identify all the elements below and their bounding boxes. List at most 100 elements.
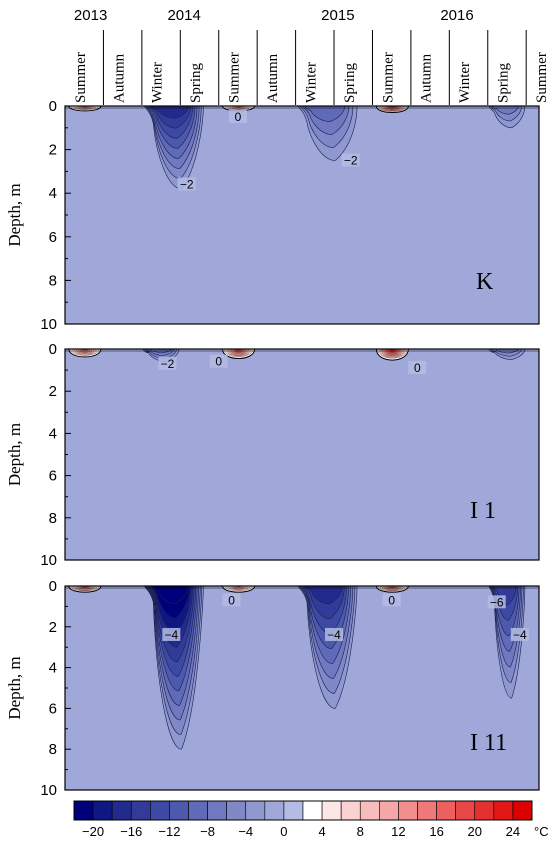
contour-label-bg xyxy=(382,593,401,607)
contour-label: −2 xyxy=(177,177,196,191)
colorbar-swatch xyxy=(359,800,380,821)
y-tick-label: 2 xyxy=(49,619,57,636)
contour-label-text: −6 xyxy=(490,595,504,609)
colorbar-swatch xyxy=(245,800,266,821)
y-tick-label: 6 xyxy=(49,468,57,485)
colorbar-label: −16 xyxy=(120,824,142,839)
contour-label-bg xyxy=(325,627,344,641)
colorbar-unit: °C xyxy=(534,824,549,839)
contour-label-text: −4 xyxy=(164,628,178,642)
contour-label-text: −2 xyxy=(161,357,175,371)
season-label: Spring xyxy=(188,62,204,103)
season-label: Summer xyxy=(73,52,89,103)
cold-tongue xyxy=(144,106,204,190)
contour-label-bg xyxy=(408,360,427,374)
season-label: Summer xyxy=(227,52,243,103)
background-fill xyxy=(65,106,539,324)
y-tick-label: 10 xyxy=(40,782,57,799)
y-tick-label: 6 xyxy=(49,700,57,717)
contour-label: −2 xyxy=(341,153,360,168)
season-label: Winter xyxy=(303,62,319,103)
contour-label-text: 0 xyxy=(228,593,235,607)
season-label: Spring xyxy=(342,62,358,103)
contour-label-text: −4 xyxy=(513,628,527,642)
y-tick-label: 4 xyxy=(49,660,57,677)
contour-label: −4 xyxy=(325,627,344,642)
colorbar-swatch xyxy=(398,800,418,821)
y-tick-label: 8 xyxy=(49,272,57,289)
contour-label: 0 xyxy=(209,354,228,369)
panel-label: K xyxy=(476,269,494,295)
year-label: 2014 xyxy=(167,7,200,24)
colorbar-swatch xyxy=(73,800,94,821)
contour-label-text: −2 xyxy=(180,177,194,191)
colorbar-swatch xyxy=(417,800,437,821)
colorbar-swatch xyxy=(493,800,514,821)
colorbar-swatch xyxy=(455,800,476,821)
y-tick-label: 0 xyxy=(49,98,57,115)
colorbar-swatch xyxy=(169,800,189,821)
colorbar-swatch xyxy=(188,800,208,821)
colorbar-swatch xyxy=(321,800,342,821)
contour-label: −6 xyxy=(487,595,506,609)
colorbar-label: 16 xyxy=(429,824,443,839)
colorbar-swatch xyxy=(379,800,399,821)
contour-label: 0 xyxy=(222,593,241,607)
colorbar-swatch xyxy=(111,800,132,821)
contour-label: 0 xyxy=(228,109,247,124)
season-label: Autumn xyxy=(419,53,435,103)
cold-contour xyxy=(152,586,189,604)
contour-label: −2 xyxy=(158,356,177,371)
colorbar: −20 −16 −12 −8 −4 0 4 8 12 16 20 24 °C xyxy=(73,800,549,839)
season-label: Spring xyxy=(496,62,512,103)
contour-label-text: −4 xyxy=(327,628,341,642)
panel-i11: 0 0 −4 −4 −6 −4 0 2 4 6 8 10 Depth, m I 11 xyxy=(5,578,540,799)
contour-label-bg xyxy=(228,109,247,123)
season-label: Summer xyxy=(380,52,396,103)
colorbar-swatch xyxy=(436,800,456,821)
contour-label-text: 0 xyxy=(215,355,222,369)
y-tick-label: 0 xyxy=(49,341,57,358)
contour-label-bg xyxy=(158,356,177,370)
colorbar-swatch xyxy=(207,800,227,821)
colorbar-label: 12 xyxy=(391,824,405,839)
colorbar-swatch xyxy=(150,800,170,821)
colorbar-swatch xyxy=(130,800,151,821)
colorbar-frame xyxy=(73,800,533,821)
y-tick-label: 10 xyxy=(40,316,57,333)
y-axis-label: Depth, m xyxy=(5,423,24,486)
y-tick-label: 8 xyxy=(49,741,57,758)
contour-label-text: 0 xyxy=(388,593,395,607)
background-fill xyxy=(65,349,539,560)
season-label: Winter xyxy=(457,62,473,103)
contour-label: 0 xyxy=(408,360,427,375)
cold-contour xyxy=(305,586,343,605)
colorbar-label: 8 xyxy=(357,824,364,839)
cold-tongue xyxy=(488,586,526,699)
season-label: Winter xyxy=(150,62,166,103)
contour-label-text: 0 xyxy=(414,361,421,375)
contour-label-text: −2 xyxy=(344,154,358,168)
cold-tongue xyxy=(144,586,204,750)
contour-label-bg xyxy=(162,627,181,641)
panel-label: I 1 xyxy=(470,498,496,524)
season-header: 2013 2014 2015 2016 Summer Autumn Winter Spring… xyxy=(73,7,550,105)
panel-label: I 11 xyxy=(470,730,507,756)
background-fill xyxy=(65,586,539,790)
y-tick-label: 4 xyxy=(49,185,57,202)
contour-label: 0 xyxy=(382,593,401,607)
colorbar-label: 4 xyxy=(318,824,325,839)
plot-area xyxy=(65,586,539,790)
colorbar-swatch xyxy=(474,800,495,821)
cold-contour xyxy=(304,106,346,122)
plot-area xyxy=(65,106,539,324)
year-label: 2015 xyxy=(321,7,354,24)
colorbar-swatch xyxy=(340,800,361,821)
colorbar-swatch xyxy=(226,800,247,821)
colorbar-label: 20 xyxy=(468,824,482,839)
contour-label-bg xyxy=(487,595,506,609)
panel-k: 0 −2 −2 0 2 4 6 8 10 Depth, m K xyxy=(5,98,540,333)
y-tick-label: 4 xyxy=(49,425,57,442)
y-axis-label: Depth, m xyxy=(5,656,24,719)
panel-i1: −2 0 0 0 2 4 6 8 10 Depth, m I 1 xyxy=(5,341,540,569)
